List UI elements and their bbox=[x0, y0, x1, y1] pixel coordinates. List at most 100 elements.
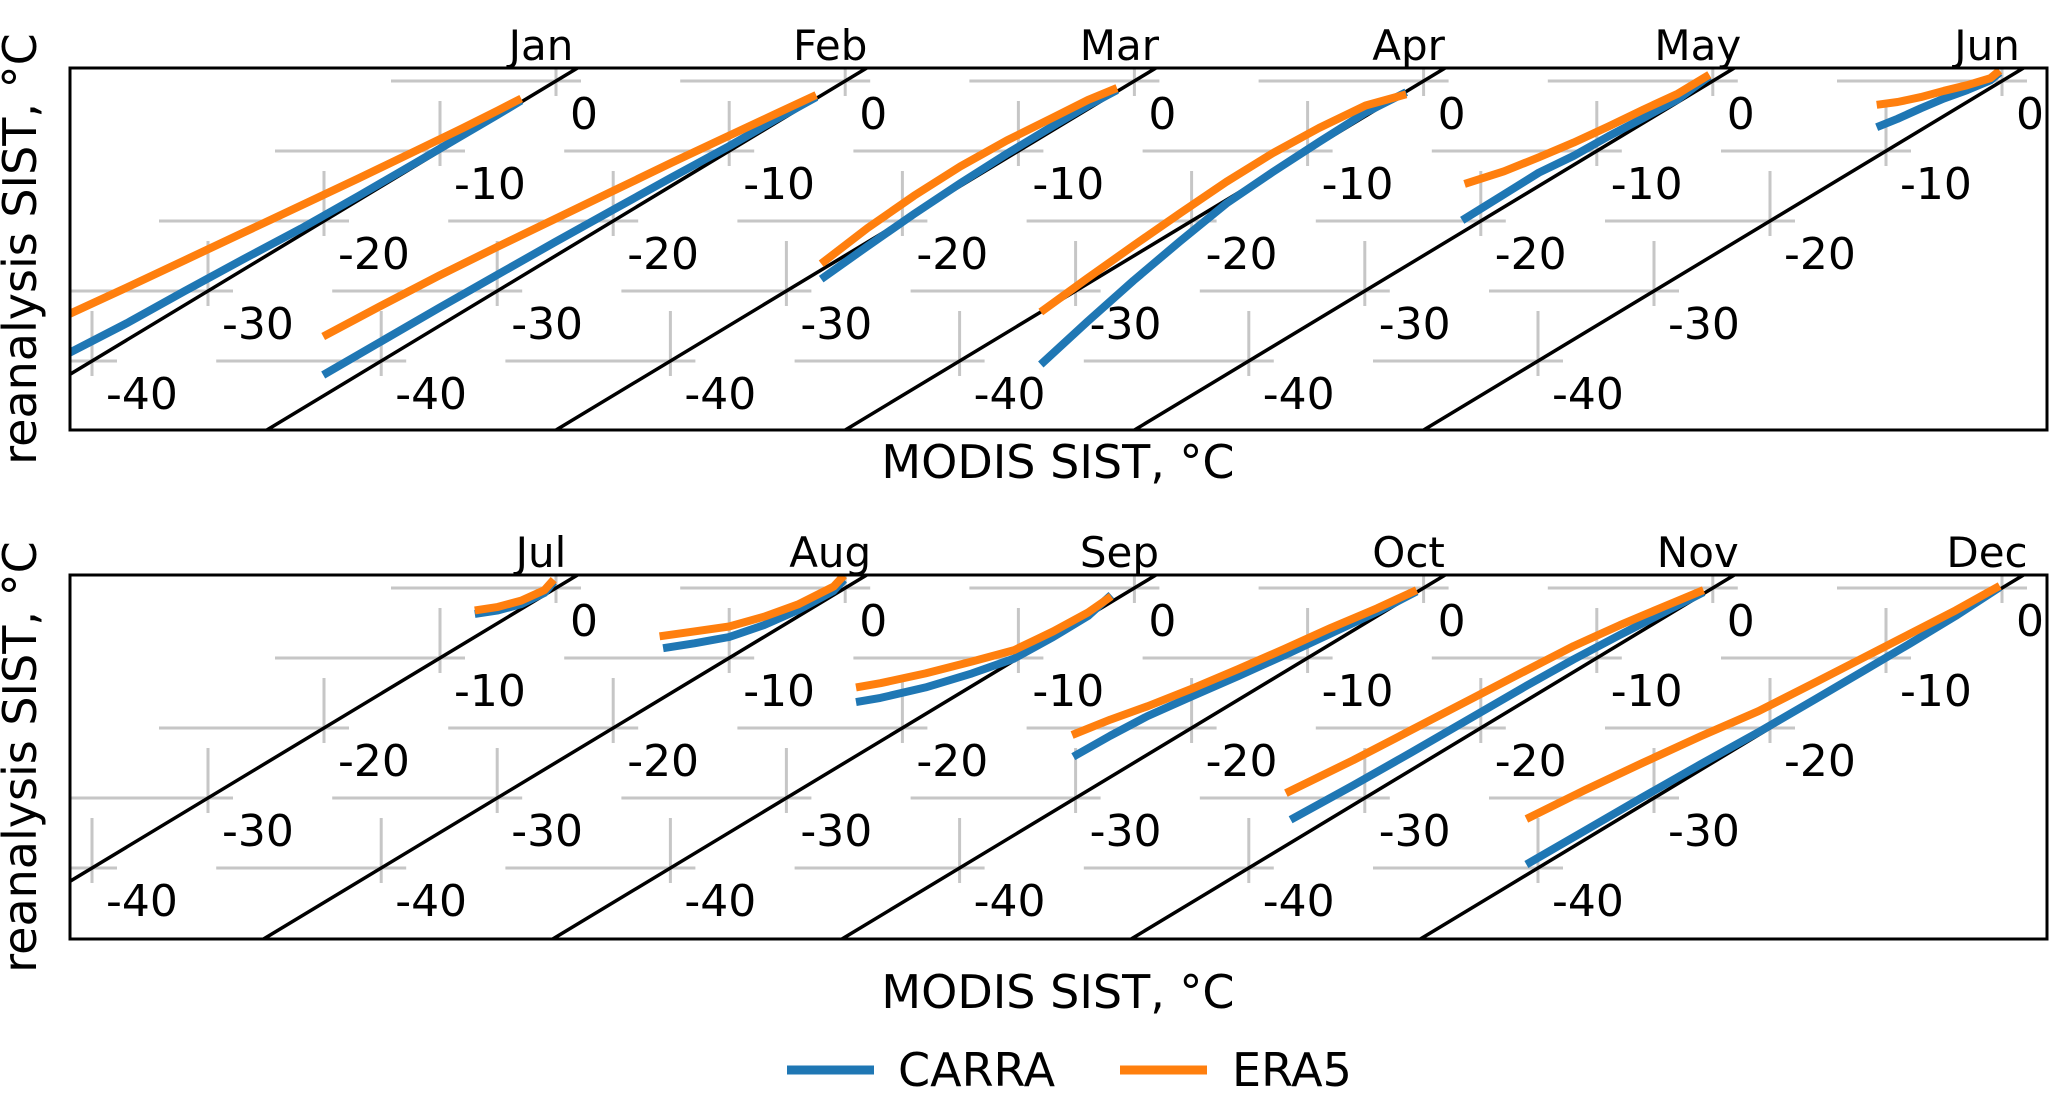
identity-line-nov bbox=[1127, 575, 1737, 939]
tick-label: 0 bbox=[1148, 89, 1176, 140]
tick-label: -20 bbox=[1784, 736, 1856, 787]
y-axis-label-bottom: reanalysis SIST, °C bbox=[0, 541, 47, 973]
legend-carra-label: CARRA bbox=[898, 1043, 1056, 1096]
tick-label: -30 bbox=[1090, 806, 1162, 857]
y-axis-label-top: reanalysis SIST, °C bbox=[0, 33, 47, 465]
tick-label: -30 bbox=[511, 806, 583, 857]
tick-label: -40 bbox=[1263, 369, 1335, 420]
tick-label: -30 bbox=[1379, 299, 1451, 350]
era5-curve-nov bbox=[1284, 586, 1706, 797]
tick-label: 0 bbox=[2016, 596, 2044, 647]
tick-label: -20 bbox=[1495, 229, 1567, 280]
tick-label: -30 bbox=[1379, 806, 1451, 857]
tick-label: -20 bbox=[916, 736, 988, 787]
identity-line-oct bbox=[838, 575, 1448, 939]
era5-curve-aug bbox=[659, 575, 847, 641]
era5-curve-jul bbox=[474, 576, 557, 615]
tick-label: -40 bbox=[395, 876, 467, 927]
tick-labels-may: 0 -10 -20 -30 -40 bbox=[1263, 89, 1755, 420]
panel-oct bbox=[794, 575, 1449, 939]
legend-era5-label: ERA5 bbox=[1232, 1043, 1352, 1096]
month-label-aug: Aug bbox=[789, 528, 871, 577]
tick-label: -10 bbox=[1032, 666, 1104, 717]
tick-label: -30 bbox=[800, 299, 872, 350]
era5-curve-jun bbox=[1876, 68, 2003, 109]
tick-label: -30 bbox=[1090, 299, 1162, 350]
era5-curve-oct bbox=[1070, 586, 1419, 739]
panel-apr bbox=[794, 68, 1449, 430]
legend: CARRA ERA5 bbox=[787, 1043, 1352, 1097]
tick-labels-apr: 0 -10 -20 -30 -40 bbox=[974, 89, 1466, 420]
era5-curve-may bbox=[1463, 71, 1712, 188]
tick-labels-mar: 0 -10 -20 -30 -40 bbox=[684, 89, 1176, 420]
era5-curve-feb bbox=[321, 91, 818, 341]
panel-frame-row1 bbox=[68, 66, 2049, 432]
tick-labels-dec: 0 -10 -20 -30 -40 bbox=[1552, 596, 2044, 927]
identity-line-jul bbox=[70, 575, 581, 884]
tick-labels-jun: 0 -10 -20 -30 -40 bbox=[1552, 89, 2044, 420]
tick-labels-aug: 0 -10 -20 -30 -40 bbox=[395, 596, 887, 927]
panel-feb bbox=[216, 68, 871, 430]
carra-curve-aug bbox=[662, 576, 847, 653]
tick-labels-jul: 0 -10 -20 -30 -40 bbox=[106, 596, 598, 927]
month-label-sep: Sep bbox=[1080, 528, 1159, 577]
tick-labels-oct: 0 -10 -20 -30 -40 bbox=[974, 596, 1466, 927]
carra-curve-may bbox=[1460, 72, 1712, 224]
tick-label: -30 bbox=[1668, 806, 1740, 857]
carra-curve-mar bbox=[818, 86, 1119, 283]
tick-label: -40 bbox=[395, 369, 467, 420]
tick-label: -10 bbox=[1611, 666, 1683, 717]
tick-label: -30 bbox=[800, 806, 872, 857]
tick-label: -10 bbox=[743, 666, 815, 717]
tick-label: -10 bbox=[1322, 159, 1394, 210]
tick-label: -20 bbox=[627, 736, 699, 787]
tick-label: -40 bbox=[1552, 369, 1624, 420]
tick-label: -10 bbox=[1900, 159, 1972, 210]
era5-curve-mar bbox=[818, 84, 1119, 267]
identity-line-aug bbox=[260, 575, 870, 939]
panel-aug bbox=[216, 575, 871, 939]
tick-labels-feb: 0 -10 -20 -30 -40 bbox=[395, 89, 887, 420]
month-label-may: May bbox=[1654, 21, 1741, 70]
month-label-jan: Jan bbox=[506, 21, 574, 70]
panel-jan bbox=[70, 68, 581, 377]
tick-label: 0 bbox=[570, 596, 598, 647]
tick-labels-jan: 0 -10 -20 -30 -40 bbox=[106, 89, 598, 420]
panel-may bbox=[1083, 68, 1738, 430]
month-label-mar: Mar bbox=[1080, 21, 1160, 70]
carra-curve-feb bbox=[321, 93, 819, 379]
month-label-jun: Jun bbox=[1951, 21, 2020, 70]
tick-label: -40 bbox=[684, 369, 756, 420]
identity-line-may bbox=[1131, 68, 1737, 430]
tick-label: -20 bbox=[1206, 229, 1278, 280]
tick-label: -30 bbox=[1668, 299, 1740, 350]
tick-label: -10 bbox=[1322, 666, 1394, 717]
panel-mar bbox=[505, 68, 1160, 430]
era5-curve-jan bbox=[70, 94, 524, 319]
panels: 0-10-20-30-40Jan0-10-20-30-40Feb0-10-20-… bbox=[68, 21, 2049, 941]
tick-label: 0 bbox=[1438, 89, 1466, 140]
carra-curve-jan bbox=[70, 97, 524, 357]
month-label-feb: Feb bbox=[793, 21, 867, 70]
tick-label: -40 bbox=[974, 876, 1046, 927]
tick-label: -30 bbox=[222, 806, 294, 857]
x-axis-label-top: MODIS SIST, °C bbox=[881, 435, 1234, 489]
tick-label: 0 bbox=[1438, 596, 1466, 647]
tick-label: 0 bbox=[1727, 596, 1755, 647]
tick-label: -20 bbox=[338, 229, 410, 280]
identity-line-jun bbox=[1420, 68, 2027, 430]
tick-label: -40 bbox=[974, 369, 1046, 420]
panel-sep bbox=[505, 575, 1160, 939]
tick-label: 0 bbox=[570, 89, 598, 140]
carra-curve-apr bbox=[1038, 88, 1408, 368]
month-label-nov: Nov bbox=[1657, 528, 1739, 577]
tick-label: -20 bbox=[627, 229, 699, 280]
carra-curve-nov bbox=[1288, 588, 1706, 824]
era5-curve-sep bbox=[855, 593, 1114, 692]
panel-jun bbox=[1373, 68, 2027, 430]
tick-label: -30 bbox=[222, 299, 294, 350]
tick-label: -30 bbox=[511, 299, 583, 350]
tick-label: 0 bbox=[859, 89, 887, 140]
